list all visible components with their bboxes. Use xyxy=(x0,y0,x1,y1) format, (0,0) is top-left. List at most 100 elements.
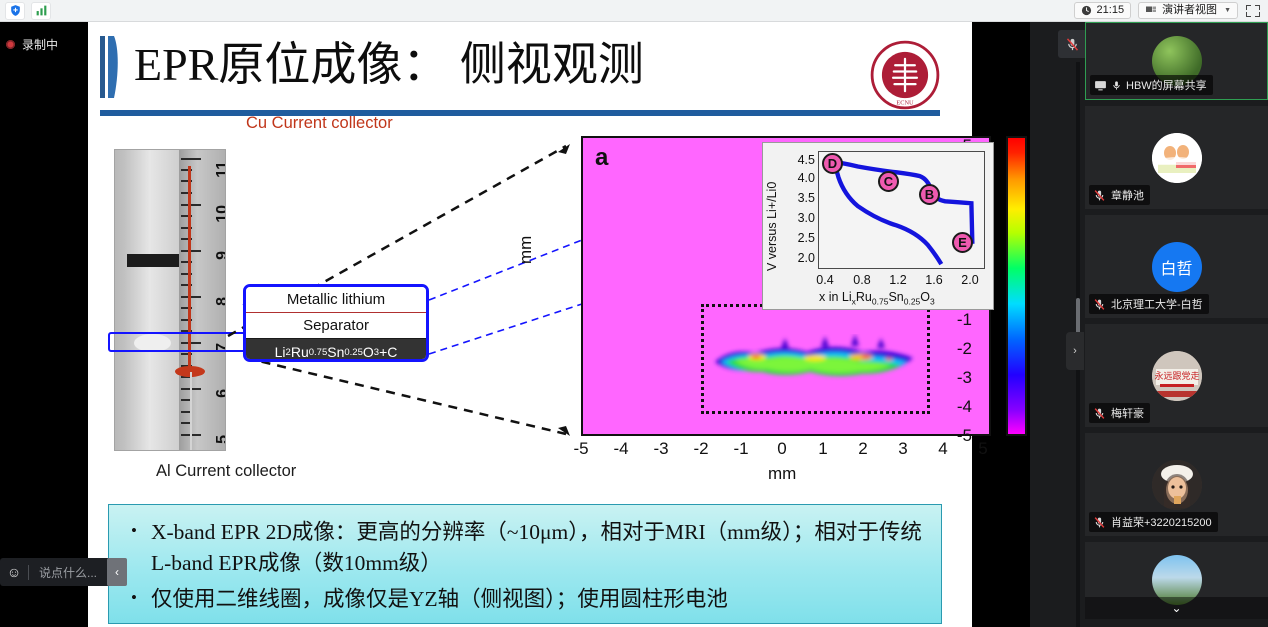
bullet-dot-icon: • xyxy=(131,521,137,540)
y-tick: -5 xyxy=(956,426,972,445)
avatar xyxy=(1151,132,1202,183)
recording-indicator: 录制中 xyxy=(6,36,58,53)
participant-name: 章静池 xyxy=(1111,190,1144,202)
y-tick: -1 xyxy=(956,310,972,329)
bullet-item: • 仅使用二维线圈，成像仅是YZ轴（侧视图）；使用圆柱形电池 xyxy=(131,584,923,615)
clock-chip[interactable]: 21:15 xyxy=(1073,2,1132,19)
y-axis-label: mm xyxy=(516,235,535,264)
inset-y-tick: 2.5 xyxy=(797,231,815,245)
x-tick: 4 xyxy=(938,439,948,458)
inset-y-tick: 3.5 xyxy=(797,191,815,205)
mic-muted-icon xyxy=(1066,37,1079,51)
x-tick: -3 xyxy=(653,439,669,458)
ruler: 11 10 9 8 7 6 5 xyxy=(179,150,226,450)
y-tick: -2 xyxy=(956,339,972,358)
presentation-slide: EPR原位成像： 侧视观测 ECNU Cu Current collector … xyxy=(88,22,1027,627)
participant-name: HBW的屏幕共享 xyxy=(1126,80,1207,92)
panel-collapse-button[interactable]: › xyxy=(1066,332,1084,370)
view-mode-chip[interactable]: 演讲者视图 ▼ xyxy=(1138,2,1238,19)
chat-input-placeholder[interactable]: 说点什么... xyxy=(39,565,98,580)
fullscreen-icon[interactable] xyxy=(1245,4,1261,18)
x-tick: 1 xyxy=(818,439,828,458)
analytics-extension-icon[interactable] xyxy=(31,1,51,20)
cell-white-region xyxy=(134,334,171,352)
mic-muted-icon xyxy=(1094,516,1105,528)
slide-bullet-box: • X-band EPR 2D成像：更高的分辨率（~10μm），相对于MRI（m… xyxy=(108,504,942,624)
title-underline xyxy=(100,110,940,116)
participant-panel: 正在讲话: HBW; › xyxy=(1030,22,1268,627)
title-accent-icon xyxy=(100,36,118,98)
al-current-collector-rod xyxy=(190,372,192,450)
cu-collector-tip xyxy=(175,366,205,377)
emoji-icon[interactable]: ☺ xyxy=(6,564,22,580)
bullet-dot-icon: • xyxy=(131,588,137,608)
scroll-down-chevron-icon[interactable]: ⌄ xyxy=(1085,597,1268,619)
avatar-initials-text: 白哲 xyxy=(1160,260,1193,278)
ruler-number: 11 xyxy=(214,161,226,178)
clock-label: 21:15 xyxy=(1096,4,1125,16)
recording-dot-icon xyxy=(6,40,15,49)
inset-x-tick: 2.0 xyxy=(961,273,979,287)
stack-layer-label: Separator xyxy=(246,313,426,339)
participant-card[interactable]: 章静池 xyxy=(1085,106,1268,209)
stack-layer-label: Metallic lithium xyxy=(246,287,426,313)
participant-card[interactable]: HBW的屏幕共享 xyxy=(1085,22,1268,100)
participant-name-badge: 肖益荣+3220215200 xyxy=(1089,512,1218,532)
cu-current-collector-rod xyxy=(188,166,191,371)
participant-card[interactable]: 白哲 北京理工大学-白哲 xyxy=(1085,215,1268,318)
participant-card[interactable]: 永远跟党走 梅轩豪 xyxy=(1085,324,1268,427)
inset-voltage-curves xyxy=(829,159,975,266)
chat-collapse-button[interactable]: ‹ xyxy=(107,558,128,586)
chat-input-bar[interactable]: ☺ 说点什么... ‹ xyxy=(0,558,128,586)
ruler-number: 6 xyxy=(214,389,225,398)
participant-name: 梅轩豪 xyxy=(1111,408,1144,420)
participant-card[interactable]: ⌄ xyxy=(1085,542,1268,619)
y-tick: -3 xyxy=(956,368,972,387)
participant-name-badge: 北京理工大学-白哲 xyxy=(1089,294,1209,314)
participant-card[interactable]: 肖益荣+3220215200 xyxy=(1085,433,1268,536)
browser-toolbar: 21:15 演讲者视图 ▼ xyxy=(0,0,1268,22)
x-tick: 3 xyxy=(898,439,908,458)
inset-x-tick: 1.6 xyxy=(925,273,943,287)
x-tick: 5 xyxy=(978,439,988,458)
svg-text:ECNU: ECNU xyxy=(896,99,914,106)
y-tick: -4 xyxy=(956,397,972,416)
avatar: 永远跟党走 xyxy=(1151,350,1202,401)
x-tick: -1 xyxy=(733,439,749,458)
divider xyxy=(28,564,29,580)
x-tick: 2 xyxy=(858,439,868,458)
page-title: EPR原位成像： 侧视观测 xyxy=(134,39,644,90)
bullet-item: • X-band EPR 2D成像：更高的分辨率（~10μm），相对于MRI（m… xyxy=(131,517,923,578)
stack-layer-label: Li 2 Ru 0.75 Sn 0.25 O 3 +C xyxy=(246,339,426,359)
battery-xray-photo: 11 10 9 8 7 6 5 xyxy=(114,149,226,451)
bullet-text: X-band EPR 2D成像：更高的分辨率（~10μm），相对于MRI（mm级… xyxy=(150,520,922,575)
curve-marker: C xyxy=(878,171,899,192)
curve-marker: B xyxy=(919,184,940,205)
al-current-collector-label: Al Current collector xyxy=(156,462,297,480)
avatar xyxy=(1151,555,1202,605)
x-tick: -5 xyxy=(573,439,589,458)
presenter-view-icon xyxy=(1146,6,1157,12)
x-tick: -4 xyxy=(613,439,629,458)
inset-x-tick: 0.8 xyxy=(853,273,871,287)
bullet-text: 仅使用二维线圈，成像仅是YZ轴（侧视图）；使用圆柱形电池 xyxy=(150,587,728,612)
curve-marker: D xyxy=(822,153,843,174)
mic-muted-icon xyxy=(1094,189,1105,201)
panel-letter-a: a xyxy=(595,144,609,171)
intensity-colorbar xyxy=(1006,136,1027,436)
inset-y-axis-label: V versus Li+/Li0 xyxy=(765,181,779,271)
university-logo: ECNU xyxy=(870,40,940,110)
chevron-down-icon: ▼ xyxy=(1224,7,1231,14)
participant-list: HBW的屏幕共享 xyxy=(1085,22,1268,627)
scrollbar-thumb[interactable] xyxy=(1076,298,1080,356)
electrode-stack-callout: Metallic lithium Separator Li 2 Ru 0.75 Sn 0.… xyxy=(243,284,429,362)
epr-signal-blob xyxy=(715,334,913,377)
inset-y-tick: 3.0 xyxy=(797,211,815,225)
recording-label: 录制中 xyxy=(22,38,59,52)
avatar-initials: 白哲 xyxy=(1151,241,1202,292)
inset-x-tick: 0.4 xyxy=(816,273,834,287)
shield-extension-icon[interactable] xyxy=(5,1,25,20)
x-tick: -2 xyxy=(693,439,709,458)
cu-current-collector-label: Cu Current collector xyxy=(246,114,393,132)
view-mode-label: 演讲者视图 xyxy=(1162,4,1218,16)
